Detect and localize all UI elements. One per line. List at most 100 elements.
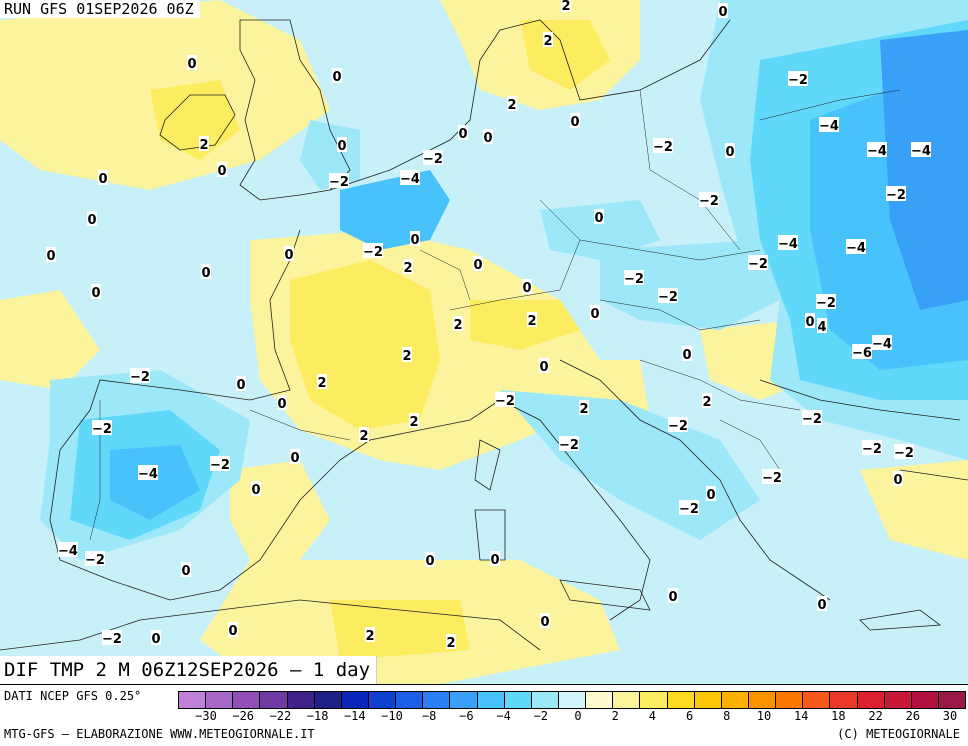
contour-label: −2 [886, 188, 906, 203]
contour-label: −4 [819, 119, 839, 134]
legend-tick-label: 10 [756, 709, 772, 723]
contour-label: −2 [699, 194, 719, 209]
contour-label-bg [706, 486, 716, 501]
contour-label-bg [762, 469, 782, 484]
contour-label: −2 [658, 290, 678, 305]
contour-label: −2 [363, 245, 383, 260]
contour-label-bg [365, 627, 375, 642]
contour-label-bg [217, 162, 227, 177]
legend-tick-label: −8 [421, 709, 437, 723]
contour-label: −2 [762, 471, 782, 486]
legend-swatch [368, 692, 397, 708]
contour-label-bg [228, 622, 238, 637]
legend-tick-label: −18 [306, 709, 329, 723]
contour-label-bg [846, 239, 866, 254]
contour-label: 0 [236, 378, 245, 393]
contour-label: 0 [410, 233, 419, 248]
contour-label: −2 [668, 419, 688, 434]
contour-label: 2 [446, 636, 455, 651]
contour-label: 2 [199, 138, 208, 153]
legend-tick-label: −4 [496, 709, 511, 723]
contour-label: −4 [138, 467, 158, 482]
contour-label: 0 [805, 315, 814, 330]
contour-label-bg [594, 209, 604, 224]
contour-label-bg [624, 270, 644, 285]
legend-swatch [341, 692, 369, 708]
contour-label-bg [658, 288, 678, 303]
contour-label-bg [317, 374, 327, 389]
legend-tick-label: 2 [611, 709, 619, 723]
contour-label-bg [425, 552, 435, 567]
contour-label-bg [911, 142, 931, 157]
contour-label: −4 [872, 337, 892, 352]
contour-label: −2 [329, 175, 349, 190]
contour-label-bg [277, 395, 287, 410]
contour-label: 2 [359, 429, 368, 444]
contour-label: 0 [473, 258, 482, 273]
contour-label-bg [668, 417, 688, 432]
contour-label: −2 [130, 370, 150, 385]
contour-label: 4 [817, 320, 826, 335]
contour-label-bg [522, 279, 532, 294]
credits-left: MTG-GFS – ELABORAZIONE WWW.METEOGIORNALE… [4, 727, 315, 741]
contour-label-bg [653, 138, 673, 153]
contour-label: −2 [210, 458, 230, 473]
contour-label: 0 [458, 127, 467, 142]
anomaly-fill-negative [40, 0, 968, 560]
contour-label-bg [284, 246, 294, 261]
contour-label: 0 [290, 451, 299, 466]
contour-label-bg [748, 255, 768, 270]
legend-swatch [857, 692, 885, 708]
contour-label-bg [91, 284, 101, 299]
contour-label-bg [423, 150, 443, 165]
legend-swatch [694, 692, 722, 708]
legend-tick-label: −30 [195, 709, 217, 723]
contour-label: 0 [91, 286, 100, 301]
contour-label-bg [446, 634, 456, 649]
contour-label-bg [682, 346, 692, 361]
contour-label: −4 [846, 241, 866, 256]
contour-label: 0 [98, 172, 107, 187]
contour-label: 0 [594, 211, 603, 226]
contour-label: −6 [852, 346, 872, 361]
coastlines [0, 19, 968, 651]
run-label: RUN GFS 01SEP2026 06Z [0, 0, 200, 18]
contour-label: −2 [423, 152, 443, 167]
contour-label: −4 [58, 544, 78, 559]
legend-tick-label: −26 [232, 709, 255, 723]
legend-swatch [504, 692, 532, 708]
contour-label-bg [85, 551, 105, 566]
contour-label: 0 [187, 57, 196, 72]
contour-label-bg [559, 436, 579, 451]
contour-label-bg [290, 449, 300, 464]
contour-label-bg [151, 630, 161, 645]
contour-label-bg [872, 335, 892, 350]
legend-swatch [260, 692, 288, 708]
contour-label-bg [819, 117, 839, 132]
contour-label-bg [251, 481, 261, 496]
contour-label-bg [490, 551, 500, 566]
contour-label: −2 [495, 394, 515, 409]
contour-label: 0 [181, 564, 190, 579]
contour-label: 0 [570, 115, 579, 130]
contour-label-bg [181, 562, 191, 577]
contour-label: −2 [862, 442, 882, 457]
contour-label: 0 [332, 70, 341, 85]
contour-label-bg [788, 71, 808, 86]
contour-label: 2 [507, 98, 516, 113]
legend-tick-label: −10 [381, 709, 403, 723]
legend-swatch [938, 692, 966, 708]
contour-label-bg [507, 96, 517, 111]
contour-label: −4 [778, 237, 798, 252]
contour-label: −2 [748, 257, 768, 272]
color-scale-ticks: −30 −26 −22 −18 −14 −10 −8 −6 −4 −2 0 2 4 6 8 10 14 18 22 2… [178, 709, 966, 723]
contour-label: −2 [894, 446, 914, 461]
contour-label-bg [886, 186, 906, 201]
contour-label: −2 [816, 296, 836, 311]
legend-swatch [830, 692, 858, 708]
contour-label-bg [527, 312, 537, 327]
contour-label: 0 [228, 624, 237, 639]
legend-tick-label: −6 [459, 709, 474, 723]
contour-label-bg [87, 211, 97, 226]
